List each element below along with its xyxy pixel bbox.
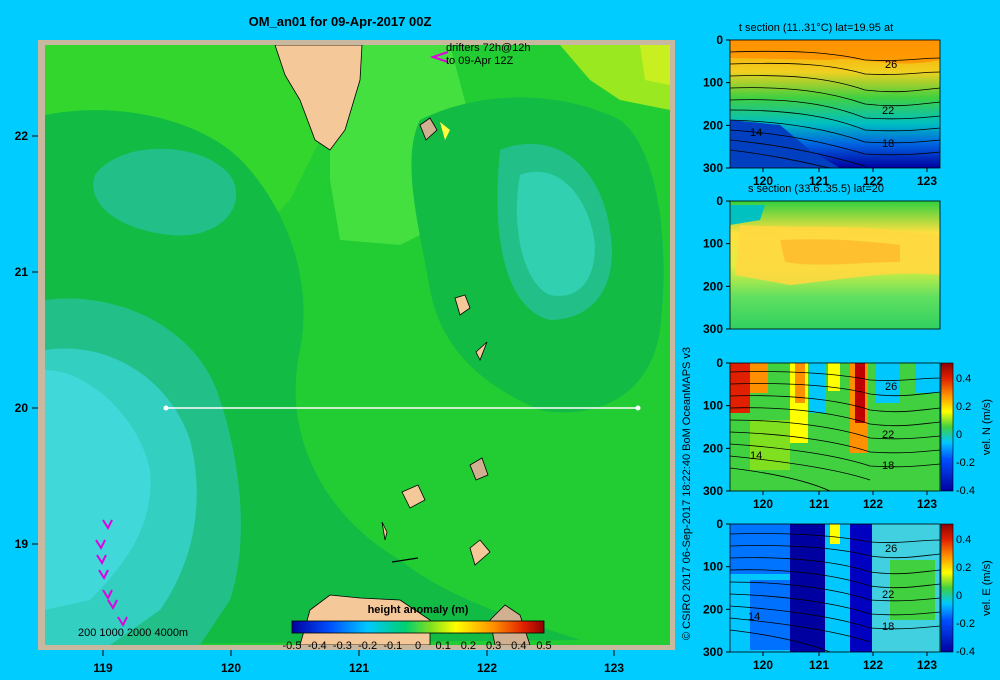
- ve-contour-label-1: 26: [885, 543, 897, 555]
- section-lon-tick-label: 122: [863, 174, 883, 188]
- lat-tick-label: 22: [15, 129, 29, 143]
- colorbar-tick-label: -0.1: [383, 640, 402, 652]
- t-contour-label-1: 26: [885, 59, 897, 71]
- credit-strip: © CSIRO 2017 06-Sep-2017 18:22:40 BoM Oc…: [681, 347, 693, 640]
- drifters-label-2: to 09-Apr 12Z: [446, 55, 514, 67]
- depth-tick-label: 300: [703, 161, 723, 175]
- colorbar-tick-label: 0.5: [536, 640, 551, 652]
- colorbar-tick-label: 0.3: [486, 640, 501, 652]
- depth-tick-label: 200: [703, 602, 723, 616]
- depth-tick-label: 200: [703, 441, 723, 455]
- lon-axis: 119 120 121 122 123: [93, 650, 624, 675]
- depth-tick-label: 100: [703, 237, 723, 251]
- depth-tick-label: 0: [716, 356, 723, 370]
- depth-tick-label: 300: [703, 645, 723, 659]
- depth-tick-label: 0: [716, 517, 723, 531]
- vel-colorbar-tick-label: -0.2: [956, 457, 975, 469]
- vel-e-section-panel[interactable]: 26 22 18 14 vel. E (m/s) 0 100 200 300 0.4 0…: [703, 517, 993, 672]
- colorbar-tick-label: 0: [415, 640, 421, 652]
- section-lon-tick-label: 120: [753, 497, 773, 511]
- t-section-panel[interactable]: t section (11..31°C) lat=19.95 at 26 22 …: [703, 22, 941, 188]
- depth-tick-label: 100: [703, 560, 723, 574]
- vel-colorbar-tick-label: 0.4: [956, 534, 971, 546]
- lat-tick-label: 21: [15, 265, 29, 279]
- vel-n-colorbar: [940, 362, 954, 492]
- lat-tick-label: 20: [15, 401, 29, 415]
- t-contour-label-3: 18: [882, 138, 894, 150]
- section-lon-tick-label: 120: [753, 658, 773, 672]
- ve-contour-label-2: 22: [882, 589, 894, 601]
- colorbar-ticks: -0.5 -0.4 -0.3 -0.2 -0.1 0 0.1 0.2 0.3 0.4 0.5: [283, 640, 552, 652]
- colorbar-tick-label: 0.2: [461, 640, 476, 652]
- section-lon-tick-label: 123: [917, 658, 937, 672]
- section-lon-tick-label: 122: [863, 658, 883, 672]
- t-section-title: t section (11..31°C) lat=19.95 at: [739, 22, 893, 34]
- depth-tick-label: 300: [703, 484, 723, 498]
- map-title: OM_an01 for 09-Apr-2017 00Z: [248, 14, 432, 29]
- depth-tick-label: 100: [703, 76, 723, 90]
- t-contour-label-2: 22: [882, 105, 894, 117]
- colorbar-label: height anomaly (m): [368, 604, 469, 616]
- colorbar-tick-label: 0.1: [436, 640, 451, 652]
- section-lon-tick-label: 121: [809, 658, 829, 672]
- lat-axis: 22 21 20 19: [15, 129, 38, 551]
- lon-tick-label: 121: [349, 661, 369, 675]
- lat-tick-label: 19: [15, 537, 29, 551]
- credit-text: © CSIRO 2017 06-Sep-2017 18:22:40 BoM Oc…: [681, 347, 693, 640]
- lon-tick-label: 122: [477, 661, 497, 675]
- vel-colorbar-tick-label: -0.2: [956, 618, 975, 630]
- vel-e-colorbar-label: vel. E (m/s): [981, 560, 993, 616]
- s-section-panel[interactable]: s section (33.6..35.5) lat=20 0 100 200 300: [703, 183, 941, 336]
- vel-n-colorbar-label: vel. N (m/s): [981, 399, 993, 455]
- depth-tick-label: 0: [716, 33, 723, 47]
- depth-tick-label: 200: [703, 279, 723, 293]
- sections-panel: t section (11..31°C) lat=19.95 at 26 22 …: [703, 22, 993, 672]
- vn-contour-label-1: 26: [885, 381, 897, 393]
- lon-tick-label: 123: [604, 661, 624, 675]
- drifter-track-icons: [95, 51, 449, 628]
- vel-colorbar-tick-label: 0: [956, 429, 962, 441]
- colorbar-tick-label: 0.4: [511, 640, 526, 652]
- section-lon-tick-label: 121: [809, 174, 829, 188]
- vel-colorbar-tick-label: 0.2: [956, 562, 971, 574]
- vn-contour-label-3: 18: [882, 460, 894, 472]
- depth-scale-label: 200 1000 2000 4000m: [78, 627, 188, 639]
- t-contour-label-4: 14: [750, 127, 762, 139]
- depth-tick-label: 0: [716, 194, 723, 208]
- vel-colorbar-tick-label: -0.4: [956, 646, 975, 658]
- section-lon-tick-label: 122: [863, 497, 883, 511]
- height-anomaly-map[interactable]: drifters 72h@12h to 09-Apr 12Z 200 1000 …: [0, 0, 690, 680]
- drifters-label-1: drifters 72h@12h: [446, 42, 531, 54]
- ve-contour-label-4: 14: [748, 611, 760, 623]
- vel-colorbar-tick-label: 0.2: [956, 401, 971, 413]
- lon-tick-label: 120: [221, 661, 241, 675]
- vel-colorbar-tick-label: -0.4: [956, 485, 975, 497]
- s-section-title: s section (33.6..35.5) lat=20: [748, 183, 884, 195]
- section-lon-tick-label: 123: [917, 174, 937, 188]
- lon-tick-label: 119: [93, 661, 113, 675]
- ve-contour-label-3: 18: [882, 621, 894, 633]
- depth-tick-label: 200: [703, 118, 723, 132]
- depth-tick-label: 300: [703, 322, 723, 336]
- map-field: [45, 45, 670, 645]
- colorbar-tick-label: -0.4: [308, 640, 327, 652]
- vel-e-colorbar: [940, 523, 954, 653]
- section-lon-tick-label: 123: [917, 497, 937, 511]
- section-lon-tick-label: 121: [809, 497, 829, 511]
- vel-n-section-panel[interactable]: 26 22 18 14 vel. N (m/s) 0 100 200 300 0.4 0…: [703, 356, 993, 511]
- vn-contour-label-2: 22: [882, 429, 894, 441]
- depth-tick-label: 100: [703, 399, 723, 413]
- colorbar-tick-label: -0.2: [358, 640, 377, 652]
- section-lon-tick-label: 120: [753, 174, 773, 188]
- vel-colorbar-tick-label: 0.4: [956, 373, 971, 385]
- colorbar-tick-label: -0.3: [333, 640, 352, 652]
- vel-colorbar-tick-label: 0: [956, 590, 962, 602]
- vn-contour-label-4: 14: [750, 450, 762, 462]
- height-colorbar: [291, 620, 545, 634]
- colorbar-tick-label: -0.5: [283, 640, 302, 652]
